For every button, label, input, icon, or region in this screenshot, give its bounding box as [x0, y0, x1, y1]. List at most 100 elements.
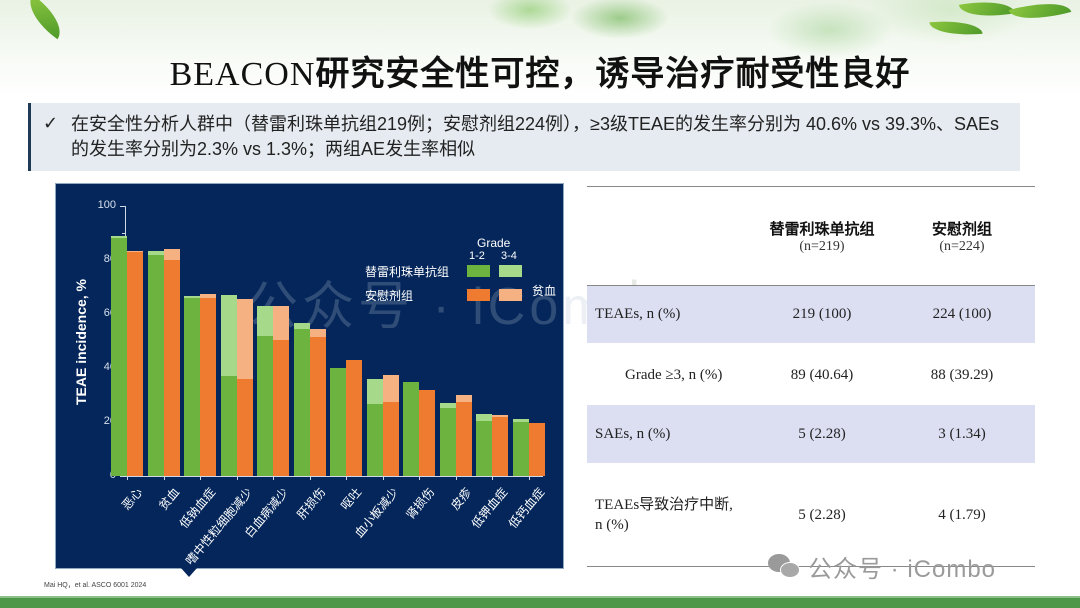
bar-segment-grade-1-2	[184, 297, 200, 476]
x-tick	[163, 476, 165, 480]
bar-segment-grade-1-2	[492, 416, 508, 476]
header-group-name: 安慰剂组	[931, 221, 992, 238]
bar-segment-grade-3-4	[200, 293, 216, 298]
bar-placebo	[492, 415, 508, 476]
row-value-tislelizumab: 5 (2.28)	[798, 506, 846, 523]
bar-placebo	[309, 328, 326, 476]
table-bottom-rule	[587, 566, 1035, 567]
title-chinese: 研究安全性可控，诱导治疗耐受性良好	[315, 55, 911, 93]
bar-tislelizumab	[366, 378, 383, 476]
bar-placebo	[200, 293, 216, 476]
row-value-tislelizumab: 219 (100)	[792, 306, 852, 322]
bar-segment-grade-3-4	[111, 235, 127, 239]
title-latin: BEACON	[169, 56, 316, 93]
leaf-decoration-icon	[19, 0, 71, 40]
bar-segment-grade-1-2	[273, 339, 289, 476]
bar-segment-grade-1-2	[163, 259, 180, 476]
row-label-line1: TEAEs导致治疗中断,	[595, 497, 733, 513]
bar-series	[56, 184, 563, 568]
bar-segment-grade-3-4	[476, 413, 492, 421]
page-title: BEACON研究安全性可控，诱导治疗耐受性良好	[0, 46, 1080, 95]
x-tick	[528, 476, 530, 480]
bar-tislelizumab	[147, 250, 164, 476]
footer-watermark: 公众号 · iCombo	[768, 549, 996, 584]
y-tick	[120, 476, 125, 477]
table-top-rule	[587, 186, 1035, 187]
row-label-line2: n (%)	[595, 517, 629, 533]
leaf-decoration-icon	[1008, 0, 1072, 28]
legend-swatch-placebo-g12	[467, 289, 490, 301]
bar-segment-grade-3-4	[257, 305, 273, 336]
row-value-placebo: 88 (39.29)	[930, 366, 994, 383]
bar-placebo	[455, 395, 472, 476]
x-tick	[200, 476, 201, 480]
bar-segment-grade-1-2	[528, 423, 545, 476]
bar-tislelizumab	[220, 295, 237, 476]
bar-tislelizumab	[330, 368, 346, 476]
check-icon: ✓	[43, 113, 59, 133]
bar-segment-grade-3-4	[273, 305, 289, 340]
y-tick	[120, 206, 125, 207]
chart-pointer-notch	[181, 568, 197, 577]
bar-segment-grade-1-2	[346, 359, 362, 476]
bar-placebo	[163, 249, 180, 476]
table-header-placebo: 安慰剂组 (n=224)	[892, 218, 1032, 255]
bar-placebo	[528, 423, 545, 476]
bar-segment-grade-1-2	[476, 420, 492, 476]
y-tick	[122, 233, 125, 234]
row-label: TEAEs导致治疗中断, n (%)	[595, 480, 765, 550]
bar-placebo	[419, 389, 435, 476]
bar-tislelizumab	[476, 413, 492, 476]
bar-segment-grade-3-4	[309, 328, 326, 337]
bar-segment-grade-1-2	[439, 408, 456, 476]
bar-placebo	[273, 305, 289, 476]
bar-segment-grade-3-4	[455, 395, 472, 402]
bar-segment-grade-1-2	[200, 297, 216, 476]
table-row: SAEs, n (%) 5 (2.28) 3 (1.34)	[587, 405, 1035, 463]
bar-segment-grade-1-2	[147, 254, 164, 476]
y-tick-label: 100	[97, 199, 116, 211]
x-tick	[236, 476, 238, 480]
bar-segment-grade-1-2	[220, 376, 237, 476]
bar-segment-grade-1-2	[330, 368, 346, 476]
row-label: TEAEs, n (%)	[595, 306, 681, 322]
row-value-placebo: 224 (100)	[932, 306, 992, 322]
bar-placebo	[127, 250, 143, 476]
x-tick	[419, 476, 420, 480]
legend-grade-3-4: 3-4	[501, 250, 517, 262]
bar-segment-grade-1-2	[309, 336, 326, 476]
row-value-placebo: 3 (1.34)	[938, 425, 986, 442]
x-tick	[346, 476, 347, 480]
bar-segment-grade-3-4	[127, 250, 143, 252]
summary-box: ✓ 在安全性分析人群中（替雷利珠单抗组219例；安慰剂组224例），≥3级TEA…	[28, 103, 1020, 171]
legend-anemia-note: 贫血	[532, 284, 557, 298]
x-tick	[273, 476, 274, 480]
bar-tislelizumab	[257, 305, 273, 476]
row-value-tislelizumab: 5 (2.28)	[798, 425, 846, 442]
watermark-text: 公众号 · iCombo	[808, 556, 997, 583]
bar-segment-grade-3-4	[366, 378, 383, 405]
leaf-decoration-icon	[929, 17, 983, 39]
header-group-name: 替雷利珠单抗组	[769, 221, 875, 238]
x-tick	[492, 476, 493, 480]
legend-swatch-tisle-g12	[467, 265, 490, 277]
row-value-tislelizumab: 89 (40.64)	[790, 366, 854, 383]
x-tick	[455, 476, 457, 480]
bar-segment-grade-1-2	[236, 378, 253, 476]
bar-segment-grade-1-2	[127, 251, 143, 476]
bar-tislelizumab	[403, 381, 419, 476]
bar-placebo	[236, 299, 253, 476]
legend-tislelizumab: 替雷利珠单抗组	[365, 265, 450, 279]
bar-segment-grade-3-4	[220, 295, 237, 377]
bar-tislelizumab	[111, 235, 127, 476]
x-tick	[382, 476, 384, 480]
legend-placebo: 安慰剂组	[365, 289, 414, 303]
bar-tislelizumab	[293, 323, 310, 476]
bar-segment-grade-3-4	[147, 250, 164, 255]
bar-segment-grade-1-2	[455, 401, 472, 476]
bar-segment-grade-1-2	[403, 381, 419, 476]
bar-placebo	[346, 359, 362, 476]
leaf-decoration-icon	[958, 0, 1016, 23]
wechat-icon	[768, 553, 802, 580]
bar-segment-grade-3-4	[184, 296, 200, 298]
